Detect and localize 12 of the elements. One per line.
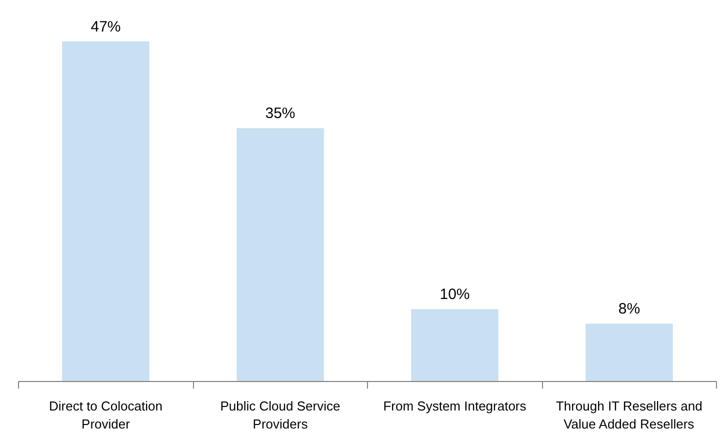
data-label: 35% xyxy=(265,105,296,122)
bar xyxy=(62,41,150,382)
x-tick-label: Direct to Colocation Provider xyxy=(49,398,162,432)
bar xyxy=(236,128,324,382)
data-label: 47% xyxy=(90,18,121,36)
x-tick-label: Through IT Resellers and Value Added Resellers xyxy=(556,398,702,432)
data-label: 8% xyxy=(618,300,640,318)
x-tick-label: From System Integrators xyxy=(383,398,527,414)
bar xyxy=(411,309,498,382)
data-label: 10% xyxy=(440,286,470,304)
x-tick-label: Public Cloud Service Providers xyxy=(220,398,340,432)
bar xyxy=(586,324,673,382)
